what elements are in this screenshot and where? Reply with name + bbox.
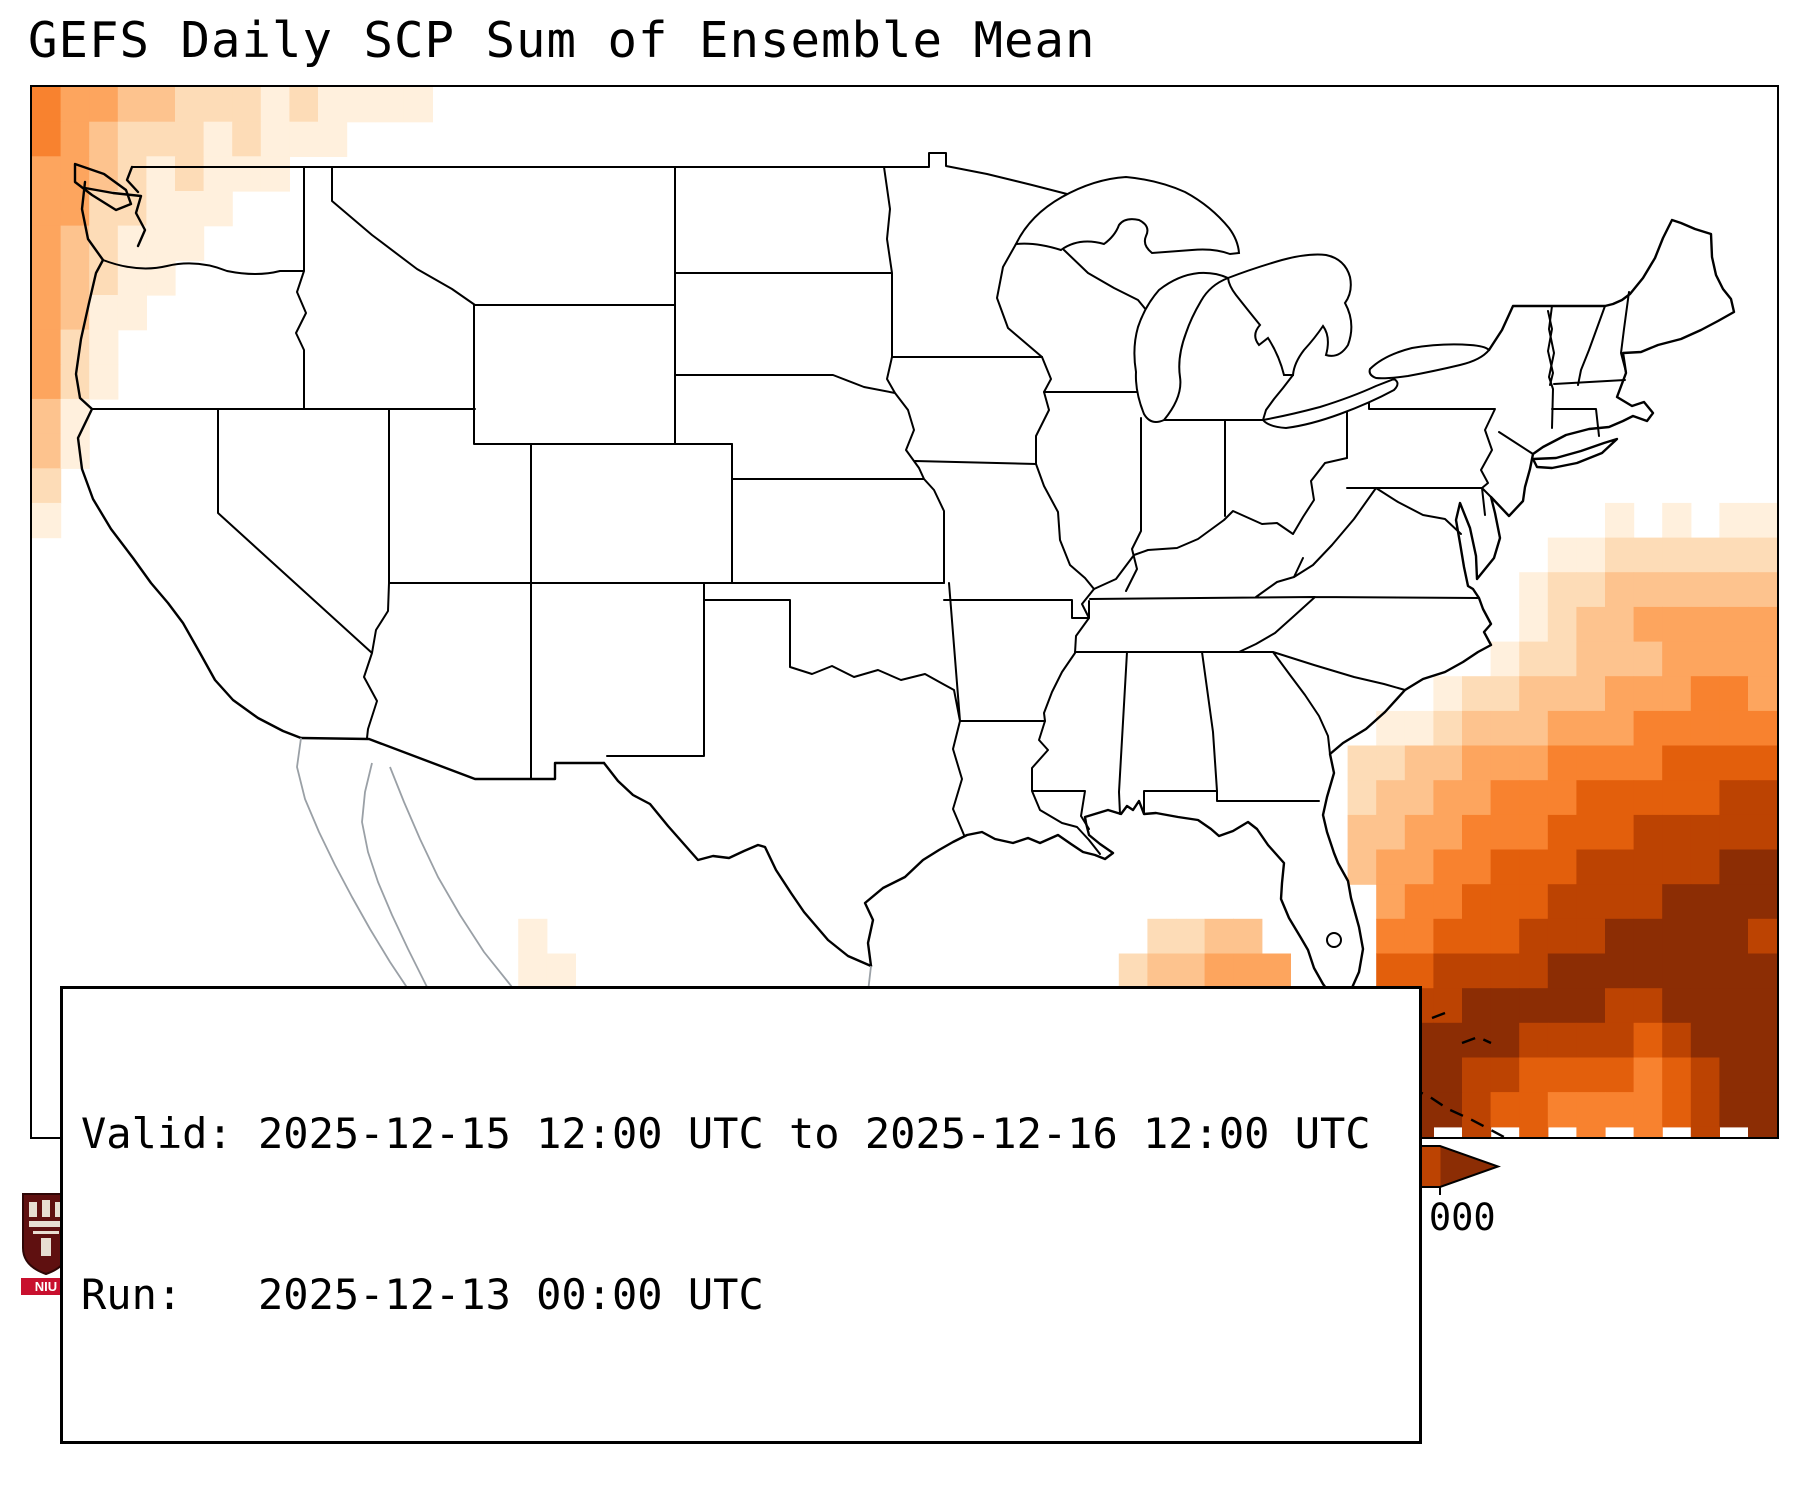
us-map — [32, 87, 1777, 1137]
pacific-coastline — [74, 180, 303, 740]
mississippi-river-border — [1031, 356, 1101, 855]
colorbar-over-arrow — [1440, 1146, 1498, 1187]
coastlines — [73, 162, 1736, 997]
rio-grande-border — [602, 761, 873, 968]
canada-border — [131, 152, 1091, 203]
puget-sound-coastline — [83, 165, 147, 248]
state-borders — [91, 152, 1630, 855]
lake-michigan — [1133, 271, 1231, 423]
lake-erie — [1261, 377, 1399, 430]
map-canvas — [30, 85, 1779, 1139]
lake-ontario — [1368, 343, 1491, 380]
logo-text: NIU — [35, 1279, 57, 1294]
lake-okeechobee — [1326, 932, 1342, 948]
run-line: Run: 2025-12-13 00:00 UTC — [81, 1269, 764, 1319]
lake-huron — [1226, 253, 1353, 376]
valid-line: Valid: 2025-12-15 12:00 UTC to 2025-12-1… — [81, 1108, 1371, 1158]
ohio-river-border — [1093, 457, 1348, 590]
info-box: Valid: 2025-12-15 12:00 UTC to 2025-12-1… — [60, 986, 1422, 1444]
logo-banner — [21, 1278, 71, 1295]
logo-castle-icon — [29, 1200, 63, 1256]
page-title: GEFS Daily SCP Sum of Ensemble Mean — [28, 12, 1096, 69]
long-island — [1531, 437, 1619, 470]
state-borders-midwest — [996, 243, 1348, 592]
lake-champlain-border — [1547, 310, 1554, 386]
state-borders-west — [91, 166, 945, 780]
state-borders-plains — [606, 166, 1090, 836]
gulf-atlantic-coastline — [863, 218, 1736, 997]
state-borders-east — [1293, 291, 1630, 578]
us-mexico-border — [299, 736, 606, 781]
state-borders-south — [1032, 557, 1480, 830]
great-lakes — [1014, 175, 1491, 948]
scp-heatmap-cells — [32, 87, 1777, 1137]
vancouver-island — [73, 162, 133, 212]
lake-superior — [1014, 175, 1241, 256]
bahamas-coastline — [1389, 985, 1492, 1054]
